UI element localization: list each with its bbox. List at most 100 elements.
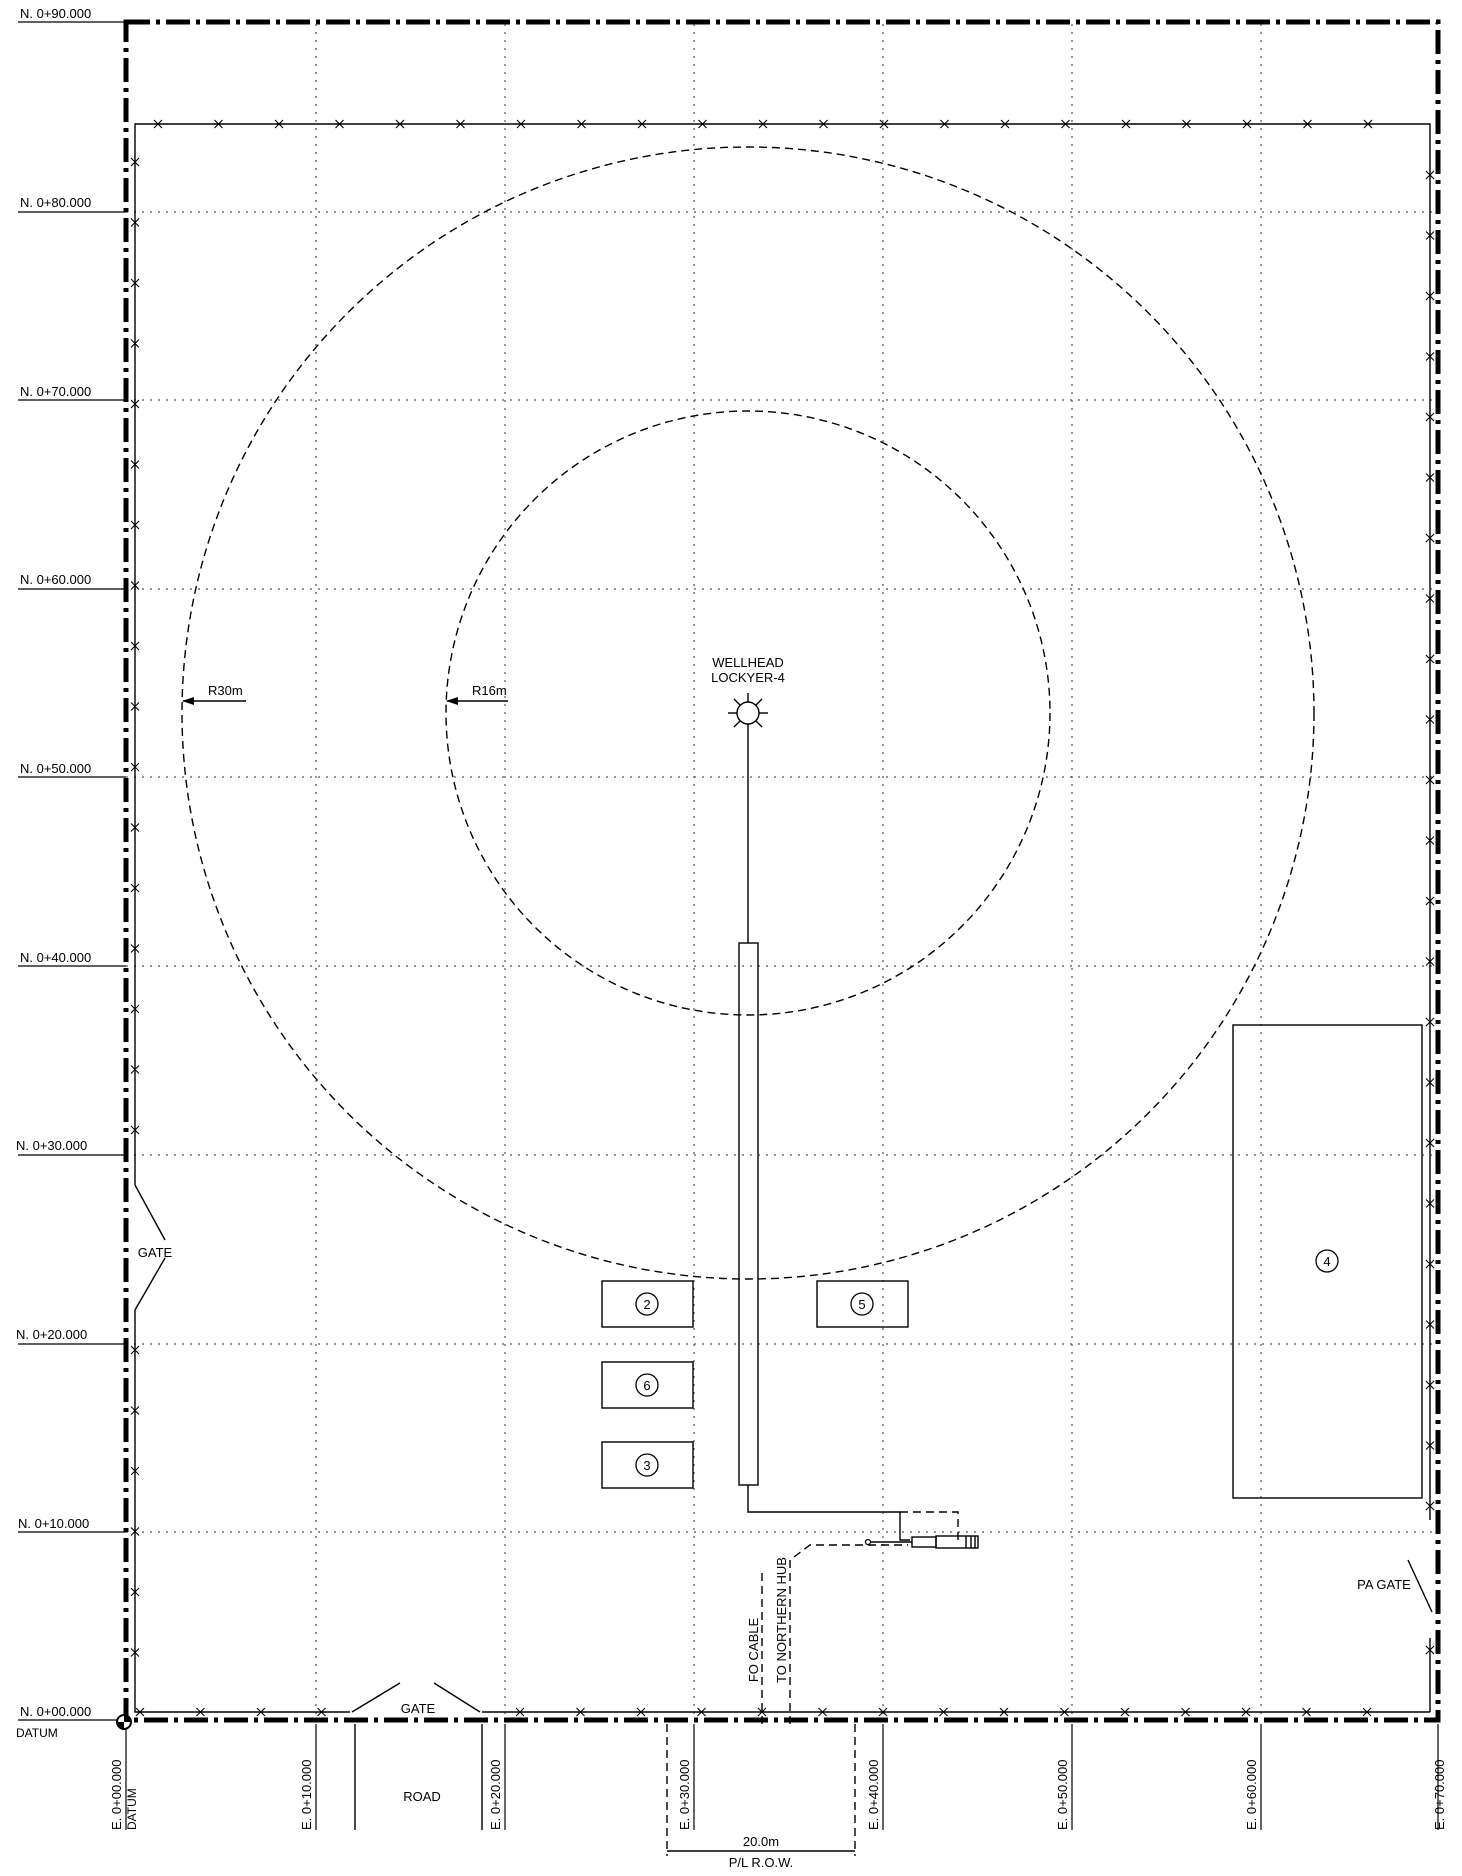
fence-x-mark bbox=[1425, 957, 1435, 966]
fence-x-mark bbox=[130, 1406, 140, 1415]
fence-x-mark bbox=[214, 119, 223, 129]
fence-x-mark bbox=[758, 119, 768, 129]
equipment-label-3: 3 bbox=[643, 1458, 650, 1473]
northing-label-60: N. 0+60.000 bbox=[20, 572, 91, 587]
fence-x-mark bbox=[1425, 1017, 1435, 1027]
fence-x-mark bbox=[317, 1707, 326, 1717]
lease-boundary bbox=[123, 19, 1441, 1723]
easting-label-70: E. 0+70.000 bbox=[1432, 1760, 1447, 1830]
fence-x-mark bbox=[698, 119, 707, 129]
fence-x-mark bbox=[130, 339, 140, 348]
fence-x-mark bbox=[130, 581, 140, 590]
fence-x-mark bbox=[1425, 1380, 1435, 1390]
fence-x-mark bbox=[1303, 119, 1312, 129]
fence-x-mark bbox=[1425, 291, 1435, 301]
fence-x-mark bbox=[153, 119, 163, 129]
fence-x-mark bbox=[130, 520, 140, 530]
hazard-circle-r30 bbox=[181, 146, 1315, 1280]
fence-x-mark bbox=[1182, 119, 1191, 129]
fence-x-mark bbox=[135, 1707, 145, 1717]
easting-label-40: E. 0+40.000 bbox=[866, 1760, 881, 1830]
fence-x-mark bbox=[130, 218, 140, 227]
fence-x-mark bbox=[130, 762, 140, 772]
fence-x-mark bbox=[516, 119, 526, 129]
instrument-symbol bbox=[864, 1535, 979, 1549]
fence-x-mark bbox=[196, 1707, 205, 1717]
fence-x-mark bbox=[577, 119, 586, 129]
fence-x-mark bbox=[879, 119, 889, 129]
fence-x-mark bbox=[818, 1707, 827, 1717]
fence-x-mark bbox=[576, 1707, 585, 1717]
fence-x-mark bbox=[757, 1707, 767, 1717]
fence-x-mark bbox=[1181, 1707, 1190, 1717]
northing-labels: N. 0+00.000 N. 0+10.000 N. 0+20.000 N. 0… bbox=[16, 6, 91, 1740]
datum-marker bbox=[116, 1714, 132, 1730]
fo-cable-label: FO CABLE bbox=[746, 1618, 761, 1683]
fence-x-mark bbox=[130, 702, 140, 711]
fence-x-mark bbox=[878, 1707, 888, 1717]
fence-x-mark bbox=[1425, 1320, 1435, 1329]
northing-label-50: N. 0+50.000 bbox=[20, 761, 91, 776]
easting-label-datum: DATUM bbox=[125, 1788, 139, 1830]
fence-x-mark bbox=[130, 944, 140, 953]
fence-x-mark bbox=[1302, 1707, 1311, 1717]
fence-x-mark bbox=[1000, 119, 1010, 129]
equipment-5: 5 bbox=[816, 1280, 909, 1328]
wellhead-name: LOCKYER-4 bbox=[711, 670, 785, 685]
fence-x-mark bbox=[1362, 1707, 1372, 1717]
fence-x-mark bbox=[1060, 1707, 1069, 1717]
equipment-label-4: 4 bbox=[1323, 1254, 1330, 1269]
fence-x-mark bbox=[1121, 119, 1131, 129]
to-northern-hub-label: TO NORTHERN HUB bbox=[774, 1557, 789, 1683]
fence-x-mark bbox=[395, 119, 405, 129]
fence-x-mark bbox=[1242, 119, 1252, 129]
equipment-4: 4 bbox=[1232, 1024, 1423, 1499]
fence-x-mark bbox=[130, 1345, 140, 1355]
fence-x-mark bbox=[130, 1648, 140, 1657]
fence-x-mark bbox=[636, 1707, 646, 1717]
fence-x-mark bbox=[1425, 836, 1435, 845]
fence-x-mark bbox=[999, 1707, 1009, 1717]
fence-x-mark bbox=[1425, 715, 1435, 724]
datum-label: DATUM bbox=[16, 1726, 58, 1740]
road-label: ROAD bbox=[403, 1789, 441, 1804]
fence-x-mark bbox=[1425, 352, 1435, 361]
wellhead-label: WELLHEAD bbox=[712, 655, 784, 670]
fence-x-mark bbox=[256, 1707, 266, 1717]
northing-label-20: N. 0+20.000 bbox=[16, 1327, 87, 1342]
fence-x-mark bbox=[130, 883, 140, 893]
fence-x-mark bbox=[456, 119, 465, 129]
fence-x-mark bbox=[1425, 775, 1435, 785]
wellhead-symbol bbox=[728, 693, 768, 728]
fence-x-mark bbox=[335, 119, 344, 129]
easting-label-20: E. 0+20.000 bbox=[488, 1760, 503, 1830]
fence-x-mark bbox=[130, 1527, 140, 1536]
fence-x-mark bbox=[1425, 170, 1435, 180]
fence-x-mark bbox=[130, 1466, 140, 1476]
easting-labels: E. 0+00.000 DATUM E. 0+10.000 E. 0+20.00… bbox=[109, 1760, 1447, 1830]
radius-labels: R30m R16m bbox=[182, 683, 508, 705]
fence-x-mark bbox=[1425, 1441, 1435, 1450]
fence-x-mark bbox=[1425, 473, 1435, 482]
northing-label-90: N. 0+90.000 bbox=[20, 6, 91, 21]
fence-x-mark bbox=[130, 1065, 140, 1074]
row-width-label: 20.0m bbox=[743, 1834, 779, 1849]
fence-x-mark bbox=[697, 1707, 706, 1717]
fence-x-mark bbox=[130, 460, 140, 469]
hazard-circle-r16 bbox=[445, 410, 1051, 1016]
northing-label-30: N. 0+30.000 bbox=[16, 1138, 87, 1153]
fo-cable-route-2 bbox=[789, 1544, 908, 1724]
fence-x-mark bbox=[939, 1707, 948, 1717]
easting-label-30: E. 0+30.000 bbox=[677, 1760, 692, 1830]
equipment-6: 6 bbox=[601, 1361, 694, 1409]
row-label: P/L R.O.W. bbox=[729, 1855, 794, 1870]
equipment-label-2: 2 bbox=[643, 1297, 650, 1312]
grid-lines bbox=[126, 24, 1438, 1716]
radius-label-outer: R30m bbox=[208, 683, 243, 698]
fence-x-mark bbox=[1425, 1138, 1435, 1148]
fence-line bbox=[130, 119, 1435, 1717]
easting-label-50: E. 0+50.000 bbox=[1055, 1760, 1070, 1830]
equipment-2: 2 bbox=[601, 1280, 694, 1328]
fence-x-mark bbox=[1425, 1078, 1435, 1087]
equipment-label-5: 5 bbox=[858, 1297, 865, 1312]
